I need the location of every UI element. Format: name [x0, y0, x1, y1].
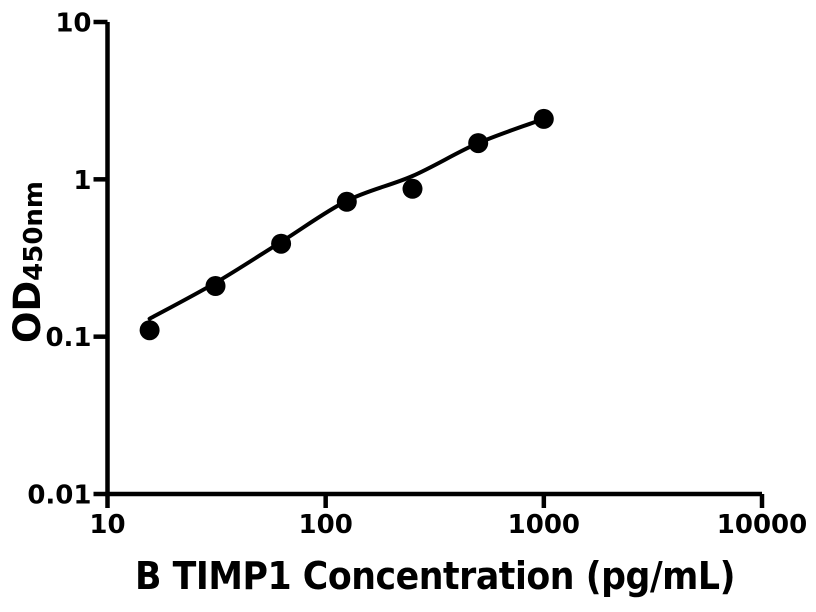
data-point: [468, 133, 489, 154]
x-tick-label: 10: [89, 510, 125, 540]
y-axis-label: OD450nm: [6, 181, 49, 343]
data-point: [402, 178, 423, 199]
data-point: [533, 108, 554, 129]
y-tick-label: 10: [55, 9, 91, 39]
y-tick-label: 1: [73, 166, 91, 196]
y-tick-label: 0.01: [27, 481, 91, 511]
data-point: [139, 320, 160, 341]
data-point: [336, 191, 357, 212]
x-tick-label: 1000: [508, 510, 580, 540]
x-axis-title: B TIMP1 Concentration (pg/mL): [135, 554, 735, 598]
y-tick-label: 0.1: [45, 323, 91, 353]
axis-lines: [105, 22, 762, 497]
y-axis-label-main: OD: [6, 281, 49, 343]
data-points-layer: [139, 108, 554, 341]
data-point: [205, 276, 226, 296]
x-tick-label: 100: [299, 510, 353, 540]
data-point: [271, 233, 292, 254]
y-axis-label-subscript: 450nm: [19, 181, 49, 281]
axes-layer: [105, 22, 762, 497]
x-tick-label: 10000: [717, 510, 807, 540]
